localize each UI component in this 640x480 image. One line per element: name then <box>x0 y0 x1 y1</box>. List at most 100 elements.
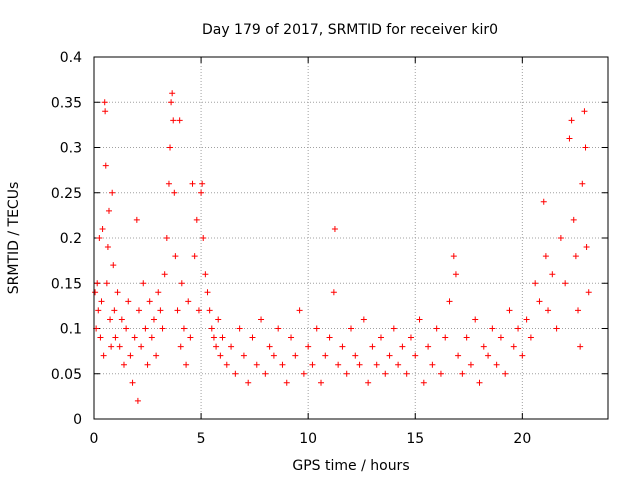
data-point <box>480 343 487 350</box>
data-point <box>123 325 130 332</box>
data-point <box>489 325 496 332</box>
data-point <box>562 280 569 287</box>
data-point <box>536 298 543 305</box>
data-point <box>114 289 121 296</box>
data-point <box>382 370 389 377</box>
data-point <box>99 225 106 232</box>
data-point <box>223 361 230 368</box>
data-point <box>167 144 174 151</box>
data-point <box>386 352 393 359</box>
data-point <box>153 352 160 359</box>
data-point <box>373 361 380 368</box>
data-point <box>262 370 269 377</box>
data-point <box>213 343 220 350</box>
data-point <box>177 343 184 350</box>
data-point <box>305 343 312 350</box>
data-point <box>348 325 354 332</box>
data-point <box>549 271 556 278</box>
data-point <box>112 334 119 341</box>
data-point <box>335 361 342 368</box>
data-point <box>146 298 153 305</box>
data-point <box>159 325 166 332</box>
data-point <box>452 271 459 278</box>
data-point <box>575 307 582 314</box>
data-point <box>416 316 423 323</box>
axes: 0 5 10 15 20 0 0.05 0.1 0.15 0.2 0.25 0.3 0.35 0.4 <box>51 50 608 447</box>
data-point <box>502 370 509 377</box>
data-point <box>360 316 367 323</box>
data-point <box>104 244 111 251</box>
data-point <box>330 289 337 296</box>
data-point <box>266 343 273 350</box>
data-point <box>199 180 206 187</box>
data-point <box>185 298 192 305</box>
y-tick-label: 0.35 <box>51 95 82 111</box>
data-point <box>206 307 213 314</box>
data-point <box>249 334 256 341</box>
data-point <box>219 334 226 341</box>
x-tick-label: 15 <box>406 431 424 447</box>
data-point <box>97 334 104 341</box>
data-point <box>476 379 483 386</box>
y-tick-label: 0.25 <box>51 186 82 202</box>
y-tick-label: 0.05 <box>51 367 82 383</box>
x-tick-label: 10 <box>299 431 317 447</box>
data-point <box>178 280 185 287</box>
data-point <box>217 352 224 359</box>
data-point <box>275 325 282 332</box>
data-point <box>171 189 178 196</box>
data-point <box>111 307 118 314</box>
data-point <box>109 189 116 196</box>
data-point <box>463 334 470 341</box>
data-point <box>142 325 149 332</box>
data-point <box>131 334 138 341</box>
data-point <box>296 307 303 314</box>
data-point <box>102 162 109 169</box>
plot-frame <box>93 56 609 420</box>
data-point <box>200 235 207 241</box>
x-tick-label: 5 <box>197 431 206 447</box>
data-point <box>407 334 414 341</box>
data-point <box>390 325 397 332</box>
data-point <box>183 361 190 368</box>
y-tick-label: 0.1 <box>60 322 82 338</box>
data-point <box>92 289 99 296</box>
data-point <box>204 289 211 296</box>
data-point <box>459 370 466 377</box>
data-point <box>94 280 101 287</box>
data-point <box>395 361 402 368</box>
data-point <box>572 253 579 260</box>
data-point <box>343 370 350 377</box>
data-point <box>138 343 145 350</box>
data-point <box>245 379 252 386</box>
data-point <box>582 144 589 151</box>
chart-title: Day 179 of 2017, SRMTID for receiver kir… <box>202 22 498 38</box>
data-point <box>510 343 517 350</box>
data-point <box>155 289 162 296</box>
data-point <box>208 325 215 332</box>
data-point <box>433 325 440 332</box>
data-point <box>198 189 205 196</box>
data-point <box>322 352 329 359</box>
data-point <box>98 298 105 305</box>
data-point <box>493 361 500 368</box>
data-point <box>157 307 164 314</box>
data-point <box>120 361 127 368</box>
data-point <box>450 253 457 260</box>
data-point <box>170 117 177 124</box>
data-point <box>532 280 539 287</box>
data-point <box>148 334 155 341</box>
data-point <box>140 280 147 287</box>
y-tick-label: 0.15 <box>51 276 82 292</box>
y-tick-label: 0.2 <box>60 231 82 247</box>
data-point <box>100 352 107 359</box>
data-point <box>429 361 436 368</box>
data-point <box>232 370 239 377</box>
data-point <box>134 397 141 404</box>
data-point <box>553 325 560 332</box>
data-point <box>258 316 265 323</box>
data-point <box>172 253 179 260</box>
data-point <box>240 352 247 359</box>
data-point <box>412 352 419 359</box>
